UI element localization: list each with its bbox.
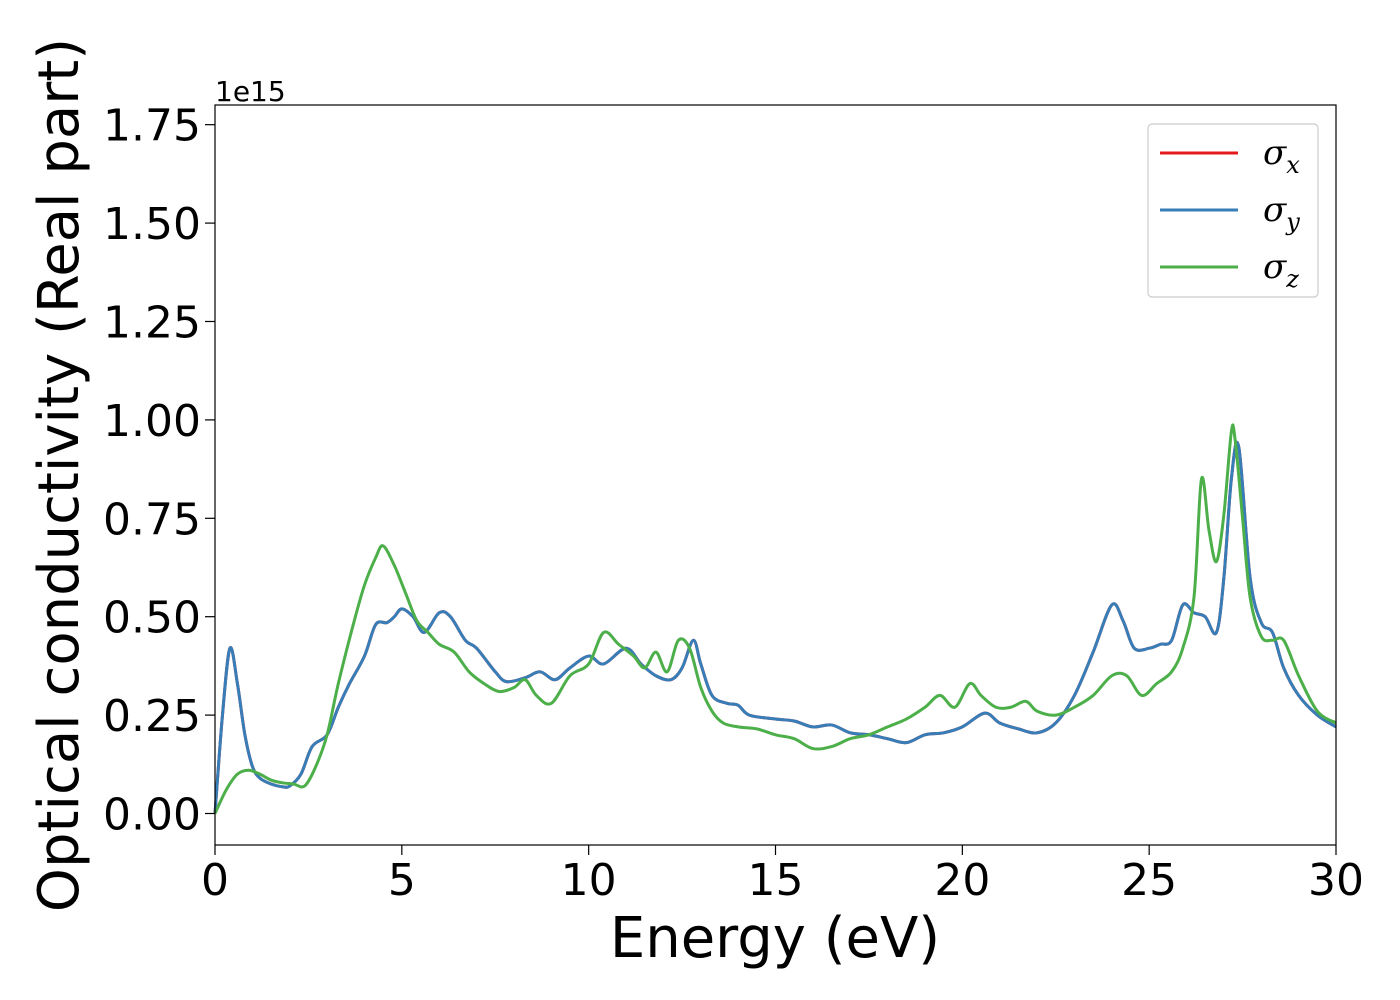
- legend-label-sigma-x: σx: [1263, 133, 1300, 179]
- y-tick-label: 0.00: [103, 790, 201, 841]
- y-tick-label: 1.50: [103, 199, 201, 250]
- y-tick-label: 1.75: [103, 101, 201, 152]
- x-tick-label: 0: [201, 855, 229, 906]
- y-axis: 0.00 0.25 0.50 0.75 1.00 1.25 1.50 1.75: [103, 101, 215, 841]
- series-line-sigma-y: [213, 440, 1337, 814]
- series-layer: [213, 423, 1337, 815]
- y-tick-label: 0.75: [103, 494, 201, 545]
- x-tick-label: 20: [934, 855, 990, 906]
- x-tick-label: 30: [1308, 855, 1364, 906]
- y-tick-label: 1.25: [103, 297, 201, 348]
- y-tick-label: 0.50: [103, 593, 201, 644]
- y-tick-label: 0.25: [103, 691, 201, 742]
- legend-label-sigma-y: σy: [1263, 190, 1300, 236]
- legend-label-sigma-z: σz: [1263, 247, 1299, 293]
- x-axis-label: Energy (eV): [610, 906, 940, 971]
- y-tick-label: 1.00: [103, 396, 201, 447]
- y-offset-label: 1e15: [215, 75, 286, 108]
- x-tick-label: 10: [561, 855, 617, 906]
- y-axis-label: Optical conductivity (Real part): [27, 38, 92, 912]
- x-tick-label: 25: [1121, 855, 1177, 906]
- series-line-sigma-z: [213, 423, 1337, 815]
- legend: σx σy σz: [1147, 123, 1319, 298]
- x-axis: 0 5 10 15 20 25 30: [201, 845, 1364, 906]
- x-tick-label: 15: [748, 855, 804, 906]
- x-tick-label: 5: [388, 855, 416, 906]
